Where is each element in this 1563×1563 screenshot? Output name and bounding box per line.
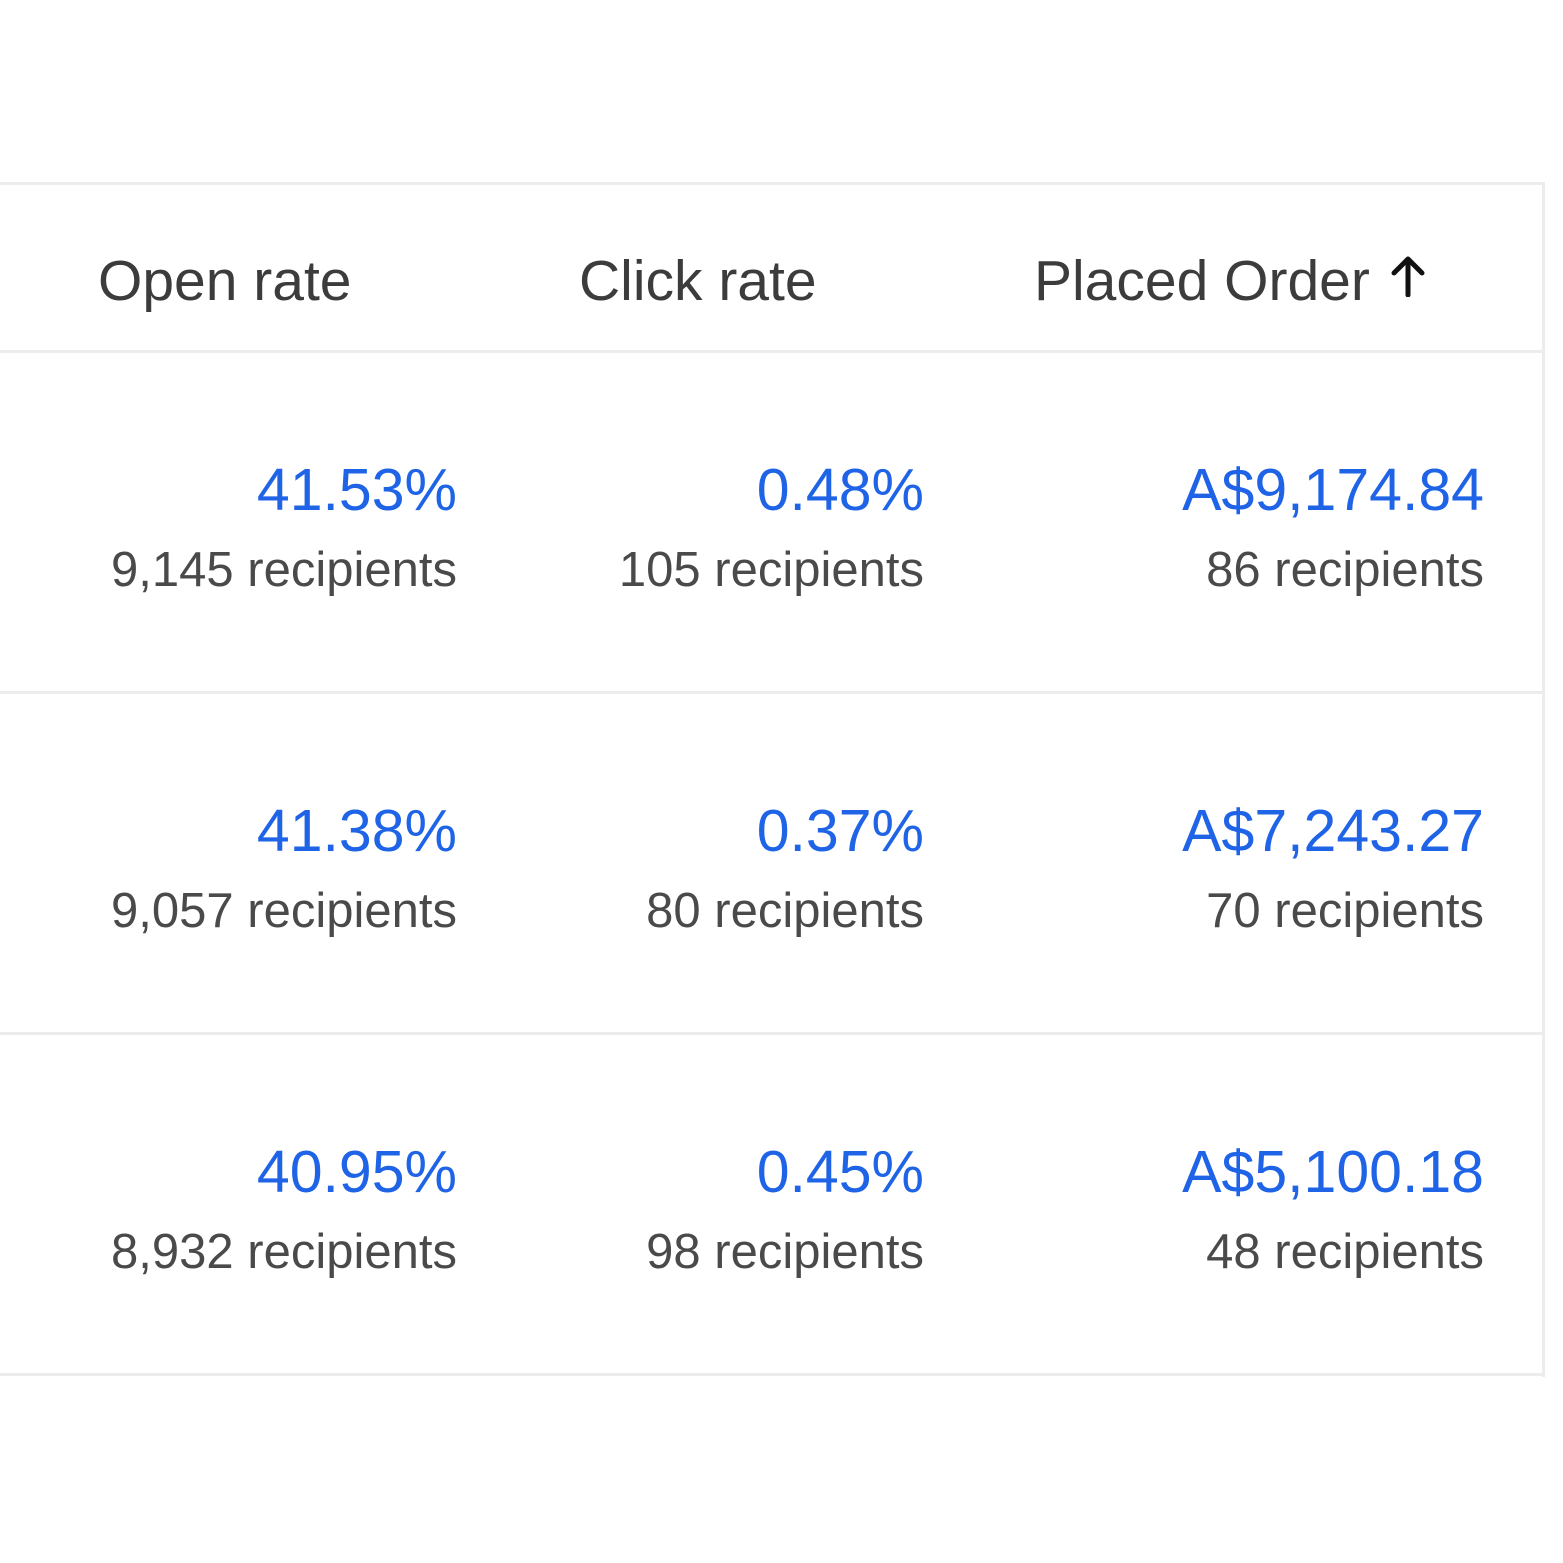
table-row: 40.95% 8,932 recipients 0.45% 98 recipie… — [0, 1035, 1542, 1376]
column-header-open-rate[interactable]: Open rate — [98, 185, 352, 350]
open-rate-value[interactable]: 40.95% — [256, 1139, 457, 1205]
column-header-placed-order[interactable]: Placed Order — [1034, 185, 1426, 350]
metrics-table: Open rate Click rate Placed Order 41.53%… — [0, 182, 1545, 1377]
placed-order-value[interactable]: A$5,100.18 — [1182, 1139, 1484, 1205]
order-recipients: 48 recipients — [1206, 1225, 1484, 1279]
open-rate-value[interactable]: 41.38% — [256, 798, 457, 864]
click-rate-cell: 0.45% 98 recipients — [494, 1035, 924, 1373]
open-rate-cell: 41.38% 9,057 recipients — [0, 694, 457, 1032]
click-recipients: 98 recipients — [646, 1225, 924, 1279]
open-rate-cell: 41.53% 9,145 recipients — [0, 353, 457, 691]
click-recipients: 80 recipients — [646, 884, 924, 938]
click-rate-value[interactable]: 0.48% — [756, 457, 924, 523]
click-recipients: 105 recipients — [618, 543, 924, 597]
open-recipients: 9,057 recipients — [111, 884, 457, 938]
column-header-label: Placed Order — [1034, 249, 1370, 313]
table-row: 41.38% 9,057 recipients 0.37% 80 recipie… — [0, 694, 1542, 1035]
arrow-up-icon[interactable] — [1390, 182, 1426, 374]
order-recipients: 70 recipients — [1206, 884, 1484, 938]
column-header-label: Click rate — [579, 249, 817, 313]
placed-order-cell: A$9,174.84 86 recipients — [964, 353, 1484, 691]
table-row: 41.53% 9,145 recipients 0.48% 105 recipi… — [0, 353, 1542, 694]
open-recipients: 8,932 recipients — [111, 1225, 457, 1279]
click-rate-cell: 0.48% 105 recipients — [494, 353, 924, 691]
column-header-click-rate[interactable]: Click rate — [579, 185, 817, 350]
column-header-label: Open rate — [98, 249, 352, 313]
order-recipients: 86 recipients — [1206, 543, 1484, 597]
click-rate-cell: 0.37% 80 recipients — [494, 694, 924, 1032]
table-header-row: Open rate Click rate Placed Order — [0, 185, 1542, 353]
click-rate-value[interactable]: 0.37% — [756, 798, 924, 864]
placed-order-value[interactable]: A$9,174.84 — [1182, 457, 1484, 523]
placed-order-cell: A$5,100.18 48 recipients — [964, 1035, 1484, 1373]
click-rate-value[interactable]: 0.45% — [756, 1139, 924, 1205]
open-rate-cell: 40.95% 8,932 recipients — [0, 1035, 457, 1373]
open-rate-value[interactable]: 41.53% — [256, 457, 457, 523]
open-recipients: 9,145 recipients — [111, 543, 457, 597]
placed-order-cell: A$7,243.27 70 recipients — [964, 694, 1484, 1032]
placed-order-value[interactable]: A$7,243.27 — [1182, 798, 1484, 864]
